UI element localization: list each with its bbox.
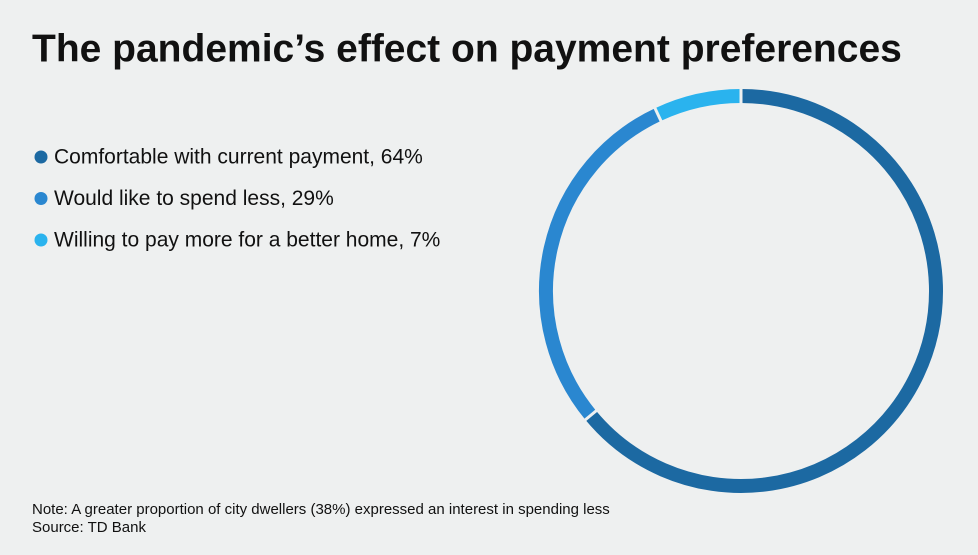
- legend-marker: [34, 192, 48, 205]
- legend-marker: [34, 233, 48, 247]
- legend-marker: [34, 150, 48, 164]
- donut-segment: [539, 108, 661, 420]
- legend-label: Comfortable with current payment, 64%: [54, 146, 423, 169]
- chart-title: The pandemic’s effect on payment prefere…: [32, 27, 902, 70]
- donut-segment: [585, 89, 943, 493]
- segment-separator: [650, 101, 666, 128]
- legend-label: Would like to spend less, 29%: [54, 187, 334, 210]
- segment-separator: [579, 405, 603, 426]
- legend-label: Willing to pay more for a better home, 7…: [54, 229, 440, 252]
- source: Source: TD Bank: [32, 519, 146, 536]
- note: Note: A greater proportion of city dwell…: [32, 501, 610, 518]
- donut-segment: [654, 89, 742, 121]
